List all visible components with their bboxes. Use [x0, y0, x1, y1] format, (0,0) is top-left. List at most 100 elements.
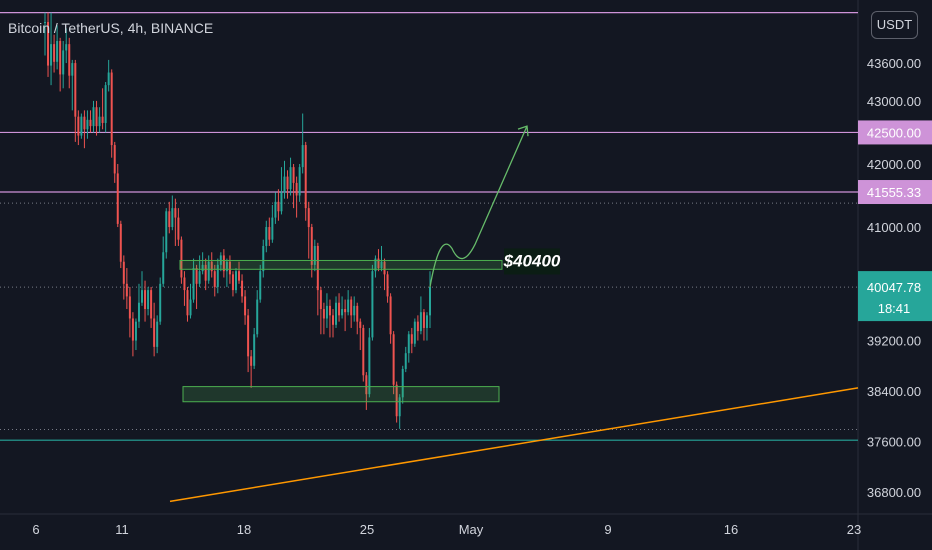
candle-up	[298, 167, 301, 196]
candle-down	[116, 173, 119, 224]
candle-down	[338, 302, 341, 316]
candle-up	[253, 334, 256, 366]
candle-down	[180, 239, 183, 278]
price-tick-label: 39200.00	[867, 334, 921, 349]
candle-up	[335, 302, 338, 325]
candle-up	[283, 176, 286, 193]
candle-down	[131, 318, 134, 341]
candle-down	[319, 290, 322, 310]
candle-down	[383, 261, 386, 275]
candle-up	[353, 305, 356, 316]
candle-down	[295, 182, 298, 196]
price-tick-label: 41000.00	[867, 220, 921, 235]
candle-up	[207, 261, 210, 281]
candle-down	[359, 321, 362, 328]
candle-down	[247, 315, 250, 357]
zone-label-box	[504, 248, 560, 275]
price-tick-label: 43600.00	[867, 56, 921, 71]
candle-down	[59, 40, 62, 75]
candle-up	[404, 353, 407, 369]
candle-up	[62, 50, 65, 75]
candle-down	[231, 274, 234, 291]
candle-up	[398, 397, 401, 417]
candles-group	[44, 12, 431, 429]
candle-up	[104, 85, 107, 123]
candle-up	[98, 116, 101, 127]
candle-up	[289, 167, 292, 190]
candle-up	[44, 22, 46, 24]
time-tick-label: 9	[604, 522, 611, 537]
candle-up	[274, 201, 277, 218]
candle-up	[425, 315, 428, 328]
candle-up	[234, 271, 237, 291]
candle-down	[53, 44, 56, 62]
candle-up	[171, 208, 174, 228]
candle-down	[83, 116, 86, 130]
candle-up	[56, 40, 59, 62]
candle-down	[47, 22, 50, 66]
candle-up	[413, 321, 416, 344]
projection-path	[429, 125, 528, 288]
candle-down	[177, 217, 180, 240]
candle-up	[165, 211, 168, 253]
price-tick-label: 43000.00	[867, 94, 921, 109]
current-price-label: 40047.78	[867, 280, 921, 295]
time-tick-label: May	[459, 522, 484, 537]
candle-up	[325, 305, 328, 319]
trend-line	[169, 387, 859, 503]
countdown-label: 18:41	[878, 301, 911, 316]
price-tick-label: 37600.00	[867, 434, 921, 449]
candle-up	[368, 337, 371, 395]
candle-down	[350, 299, 353, 316]
candle-down	[344, 309, 347, 313]
demand-zone	[182, 386, 500, 403]
candle-down	[210, 261, 213, 272]
candle-down	[228, 261, 231, 275]
level-price-badge	[858, 180, 932, 205]
candle-up	[189, 299, 192, 316]
candle-down	[307, 208, 310, 228]
candle-down	[213, 271, 216, 287]
candle-down	[310, 227, 313, 265]
candle-down	[395, 384, 398, 417]
candle-up	[141, 290, 144, 303]
candle-down	[168, 211, 171, 228]
candle-down	[119, 223, 122, 262]
candle-down	[174, 208, 177, 218]
currency-unit-button[interactable]: USDT	[871, 11, 918, 39]
candle-down	[110, 72, 113, 146]
candle-down	[89, 119, 92, 127]
candle-down	[362, 327, 365, 376]
candle-up	[280, 192, 283, 212]
resistance-zone	[179, 259, 503, 270]
candle-down	[122, 261, 125, 284]
time-tick-label: 23	[847, 522, 861, 537]
candle-down	[328, 305, 331, 316]
candle-up	[137, 302, 140, 322]
level-price-badge	[858, 120, 932, 145]
candle-down	[128, 296, 131, 319]
candle-down	[183, 277, 186, 291]
candle-down	[389, 296, 392, 335]
candle-down	[268, 227, 271, 240]
time-tick-label: 11	[115, 522, 129, 537]
candle-down	[244, 296, 247, 316]
candle-down	[77, 116, 80, 136]
candle-up	[419, 312, 422, 332]
candle-up	[107, 72, 110, 86]
candle-up	[198, 271, 201, 284]
candle-up	[374, 258, 377, 272]
candle-down	[68, 44, 71, 76]
candle-up	[262, 245, 265, 272]
candle-up	[380, 261, 383, 269]
candle-up	[271, 217, 274, 240]
candle-down	[150, 290, 153, 319]
candle-up	[301, 145, 304, 168]
candle-down	[422, 312, 425, 328]
candle-down	[204, 264, 207, 281]
candle-up	[341, 309, 344, 316]
candle-down	[113, 145, 116, 174]
candle-down	[250, 356, 253, 366]
